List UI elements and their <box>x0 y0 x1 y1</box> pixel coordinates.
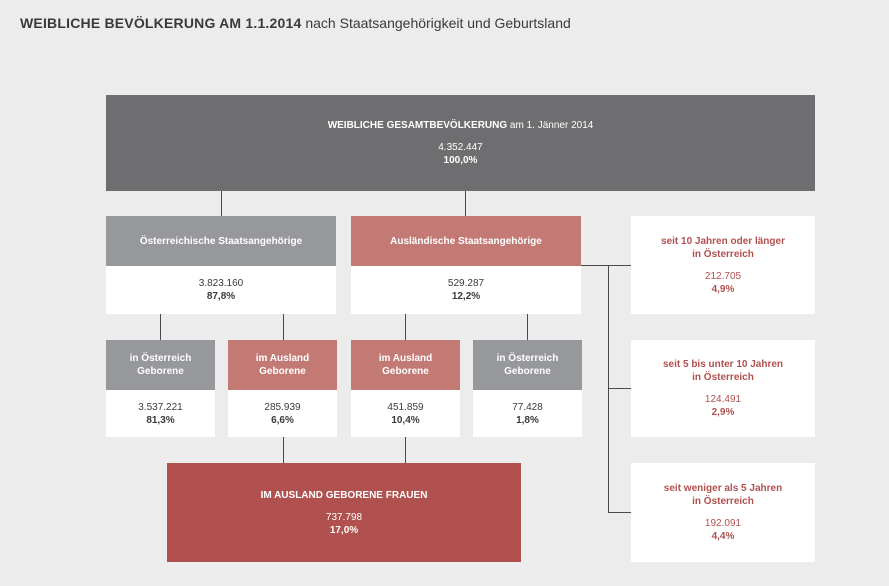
residence-label-2: in Österreich <box>692 496 754 507</box>
residence-label-1: seit 5 bis unter 10 Jahren <box>662 359 784 370</box>
aut-born-abroad-percent: 6,6% <box>271 414 294 426</box>
residence-label-1: seit 10 Jahren oder länger <box>661 235 785 247</box>
chart-title-normal: nach Staatsangehörigkeit und Geburtsland <box>305 15 571 31</box>
for-born-abroad-header: im Ausland Geborene <box>351 340 460 390</box>
aut-born-austria-header: in Österreich Geborene <box>106 340 215 390</box>
connector-line <box>283 314 284 340</box>
connector-line <box>465 191 466 216</box>
total-value: 4.352.447 <box>438 142 483 153</box>
residence-value: 192.091 <box>704 518 742 529</box>
aut-born-austria-values: 3.537.221 81,3% <box>106 390 215 437</box>
for-born-abroad-label-2: Geborene <box>382 366 429 377</box>
connector-line <box>405 437 406 463</box>
abroad-women-value: 737.798 <box>325 511 363 523</box>
austrian-value: 3.823.160 <box>198 278 244 289</box>
for-born-austria-values: 77.428 1,8% <box>473 390 582 437</box>
for-born-austria-header: in Österreich Geborene <box>473 340 582 390</box>
foreign-value: 529.287 <box>447 278 485 289</box>
abroad-women-box: IM AUSLAND GEBORENE FRAUEN 737.798 17,0% <box>167 463 521 562</box>
abroad-women-percent: 17,0% <box>329 524 359 536</box>
total-label-bold: WEIBLICHE GESAMTBEVÖLKERUNG <box>327 120 508 131</box>
abroad-women-label: IM AUSLAND GEBORENE FRAUEN <box>260 489 428 501</box>
total-percent: 100,0% <box>443 155 478 166</box>
connector-line <box>160 314 161 340</box>
residence-percent: 4,4% <box>711 531 735 542</box>
aut-born-abroad-values: 285.939 6,6% <box>228 390 337 437</box>
total-label: WEIBLICHE GESAMTBEVÖLKERUNG am 1. Jänner… <box>328 119 594 132</box>
residence-box-under5: seit weniger als 5 Jahren in Österreich … <box>631 463 815 562</box>
residence-percent: 2,9% <box>711 407 735 418</box>
aut-born-austria-value: 3.537.221 <box>138 401 183 413</box>
residence-percent: 4,9% <box>711 283 735 295</box>
for-born-austria-value: 77.428 <box>512 401 543 413</box>
for-born-abroad-value: 451.859 <box>387 401 424 413</box>
chart-title-bold: WEIBLICHE BEVÖLKERUNG AM 1.1.2014 <box>20 15 302 31</box>
aut-born-austria-label-2: Geborene <box>137 366 184 377</box>
foreign-percent: 12,2% <box>451 291 481 302</box>
austrian-values: 3.823.160 87,8% <box>106 266 336 314</box>
connector-line <box>405 314 406 340</box>
austrian-label: Österreichische Staatsangehörige <box>139 235 303 247</box>
aut-born-austria-label-1: in Österreich <box>129 353 192 364</box>
austrian-percent: 87,8% <box>206 291 236 302</box>
for-born-austria-label-1: in Österreich <box>496 353 559 364</box>
residence-label-2: in Österreich <box>692 248 754 260</box>
residence-box-5to10: seit 5 bis unter 10 Jahren in Österreich… <box>631 340 815 437</box>
austrian-header: Österreichische Staatsangehörige <box>106 216 336 266</box>
residence-label-1: seit weniger als 5 Jahren <box>663 483 783 494</box>
residence-box-10plus: seit 10 Jahren oder länger in Österreich… <box>631 216 815 314</box>
total-label-normal: am 1. Jänner 2014 <box>509 120 594 131</box>
aut-born-austria-percent: 81,3% <box>146 414 175 426</box>
aut-born-abroad-label-2: Geborene <box>259 366 306 377</box>
residence-value: 212.705 <box>704 270 742 282</box>
for-born-abroad-values: 451.859 10,4% <box>351 390 460 437</box>
connector-line <box>283 437 284 463</box>
for-born-austria-label-2: Geborene <box>504 366 551 377</box>
aut-born-abroad-header: im Ausland Geborene <box>228 340 337 390</box>
residence-label-2: in Österreich <box>692 372 754 383</box>
connector-line <box>221 191 222 216</box>
total-box: WEIBLICHE GESAMTBEVÖLKERUNG am 1. Jänner… <box>106 95 815 191</box>
connector-line <box>580 265 631 266</box>
aut-born-abroad-value: 285.939 <box>264 401 301 413</box>
foreign-header: Ausländische Staatsangehörige <box>351 216 581 266</box>
foreign-label: Ausländische Staatsangehörige <box>390 235 542 247</box>
residence-value: 124.491 <box>704 394 742 405</box>
for-born-austria-percent: 1,8% <box>516 414 539 426</box>
connector-line <box>608 512 631 513</box>
for-born-abroad-percent: 10,4% <box>391 414 420 426</box>
for-born-abroad-label-1: im Ausland <box>378 353 433 364</box>
aut-born-abroad-label-1: im Ausland <box>255 353 310 364</box>
connector-line <box>527 314 528 340</box>
chart-title: WEIBLICHE BEVÖLKERUNG AM 1.1.2014 nach S… <box>20 15 571 31</box>
connector-line <box>608 388 631 389</box>
foreign-values: 529.287 12,2% <box>351 266 581 314</box>
